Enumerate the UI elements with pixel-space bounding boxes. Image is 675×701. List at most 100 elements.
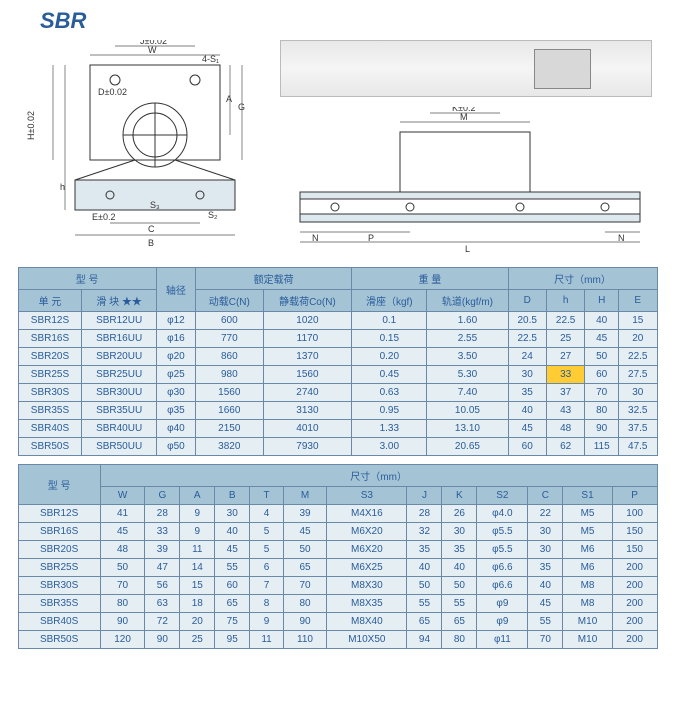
table-cell: SBR16S	[18, 330, 82, 348]
table-cell: 1.60	[427, 312, 508, 330]
table-cell: 7.40	[427, 384, 508, 402]
table-cell: 72	[145, 613, 180, 631]
table-cell: 1.33	[352, 420, 427, 438]
table-row: SBR12S4128930439M4X162826φ4.022M5100	[18, 505, 657, 523]
table-cell: 1660	[195, 402, 263, 420]
table-cell: 55	[215, 559, 250, 577]
table-cell: 2150	[195, 420, 263, 438]
table-cell: 80	[100, 595, 145, 613]
table-cell: 45	[585, 330, 619, 348]
t2-col: W	[100, 487, 145, 505]
dim-M: M	[460, 112, 468, 122]
table-cell: 22	[528, 505, 563, 523]
t2-col: P	[612, 487, 657, 505]
table-cell: 1170	[263, 330, 352, 348]
dim-K: K±0.2	[452, 107, 475, 113]
table-cell: 0.95	[352, 402, 427, 420]
table-cell: M10	[563, 613, 612, 631]
t1-seat: 滑座（kgf)	[352, 290, 427, 312]
table-cell: 1560	[263, 366, 352, 384]
table-cell: 15	[180, 577, 215, 595]
table-row: SBR16S4533940545M6X203230φ5.530M5150	[18, 523, 657, 541]
table-row: SBR40SSBR40UUφ40215040101.3313.104548903…	[18, 420, 657, 438]
t1-E: E	[619, 290, 657, 312]
t2-col: B	[215, 487, 250, 505]
table-cell: 1560	[195, 384, 263, 402]
table-cell: 30	[215, 505, 250, 523]
spec-table-2: 型 号 尺寸（mm） WGABTMS3JKS2CS1P SBR12S412893…	[18, 464, 658, 649]
table-row: SBR50SSBR50UUφ50382079303.0020.656062115…	[18, 438, 657, 456]
table-cell: 41	[100, 505, 145, 523]
product-title: SBR	[0, 0, 675, 38]
table-cell: 20.65	[427, 438, 508, 456]
table-cell: SBR50UU	[82, 438, 156, 456]
table-cell: 2740	[263, 384, 352, 402]
table-cell: 50	[100, 559, 145, 577]
table-cell: 56	[145, 577, 180, 595]
table-cell: 25	[546, 330, 584, 348]
table-cell: 48	[546, 420, 584, 438]
drawings-row: W J±0.02 4-S₁ D±0.02 H±0.02 h G A E±0.2 …	[0, 38, 675, 263]
table-cell: SBR20UU	[82, 348, 156, 366]
table-cell: 11	[250, 631, 284, 649]
table-cell: 0.20	[352, 348, 427, 366]
table-cell: 22.5	[619, 348, 657, 366]
table-cell: 28	[407, 505, 442, 523]
table-cell: 28	[145, 505, 180, 523]
t2-col: M	[283, 487, 326, 505]
table-row: SBR16SSBR16UUφ1677011700.152.5522.525452…	[18, 330, 657, 348]
table-cell: SBR25UU	[82, 366, 156, 384]
table-cell: φ11	[477, 631, 528, 649]
dim-h: h	[60, 182, 65, 192]
table-cell: 115	[585, 438, 619, 456]
table-cell: M6	[563, 541, 612, 559]
table-cell: 60	[508, 438, 546, 456]
table-cell: 24	[508, 348, 546, 366]
table-cell: 70	[283, 577, 326, 595]
table-row: SBR12SSBR12UUφ1260010200.11.6020.522.540…	[18, 312, 657, 330]
t1-dyn: 动载C(N)	[195, 290, 263, 312]
t2-model: 型 号	[18, 465, 100, 505]
table-cell: M6X20	[327, 541, 407, 559]
t2-dims: 尺寸（mm）	[100, 465, 657, 487]
table-cell: 40	[585, 312, 619, 330]
table-cell: φ6.6	[477, 577, 528, 595]
table-cell: 860	[195, 348, 263, 366]
table-cell: 1020	[263, 312, 352, 330]
table-cell: 60	[585, 366, 619, 384]
table-cell: SBR20S	[18, 348, 82, 366]
table-cell: φ50	[156, 438, 195, 456]
table-cell: M10X50	[327, 631, 407, 649]
t1-D: D	[508, 290, 546, 312]
table-cell: 39	[145, 541, 180, 559]
table-cell: 6	[250, 559, 284, 577]
dim-S2: S₂	[208, 210, 218, 220]
table-cell: 50	[585, 348, 619, 366]
dim-4S1: 4-S₁	[202, 54, 219, 64]
table-cell: φ25	[156, 366, 195, 384]
t2-col: S2	[477, 487, 528, 505]
table-cell: 55	[407, 595, 442, 613]
table-cell: 200	[612, 613, 657, 631]
table-cell: 4	[250, 505, 284, 523]
table-cell: 0.15	[352, 330, 427, 348]
front-view-drawing: W J±0.02 4-S₁ D±0.02 H±0.02 h G A E±0.2 …	[20, 40, 270, 255]
side-view-group: M K±0.2 N P L N	[280, 40, 660, 255]
table-row: SBR25SSBR25UUφ2598015600.455.3030336027.…	[18, 366, 657, 384]
table-cell: M8X40	[327, 613, 407, 631]
table-cell: 90	[100, 613, 145, 631]
table-cell: 37.5	[619, 420, 657, 438]
table-cell: M5	[563, 523, 612, 541]
table-cell: 22.5	[546, 312, 584, 330]
table-cell: 600	[195, 312, 263, 330]
table-cell: 45	[528, 595, 563, 613]
table-cell: 60	[215, 577, 250, 595]
table-cell: SBR40UU	[82, 420, 156, 438]
table-cell: 11	[180, 541, 215, 559]
table-cell: 35	[442, 541, 477, 559]
table-cell: 7930	[263, 438, 352, 456]
table-cell: 40	[528, 577, 563, 595]
table-cell: 3.50	[427, 348, 508, 366]
dim-W: W	[148, 45, 157, 55]
table-cell: 27	[546, 348, 584, 366]
